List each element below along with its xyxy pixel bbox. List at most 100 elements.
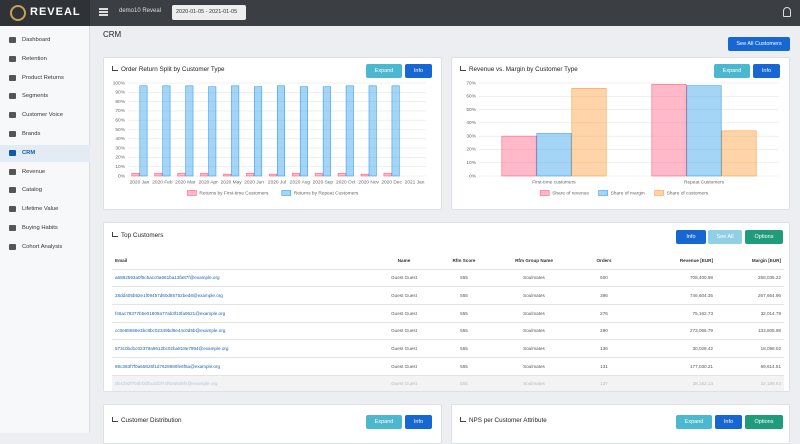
x-tick-label: 2020 Jan (130, 179, 150, 185)
bar (277, 85, 286, 177)
table-cell[interactable]: a6882593a0f5c5acc0a661ba13fa87f@example.… (112, 269, 374, 288)
sidebar-label: Dashboard (22, 37, 51, 43)
info-button[interactable]: Info (753, 64, 780, 78)
y-tick-label: 30% (466, 133, 476, 139)
see-all-button[interactable]: See All (708, 230, 742, 244)
table-cell: 746,604.35 (634, 286, 716, 305)
info-button[interactable]: Info (715, 415, 742, 429)
sidebar-label: Lifetime Value (22, 206, 59, 213)
revenue-margin-card: Revenue vs. Margin by Customer Type Expa… (451, 57, 790, 210)
table-cell: 555 (434, 357, 494, 376)
table-row[interactable]: a6882593a0f5c5acc0a661ba13fa87f@example.… (112, 269, 784, 288)
menu-toggle[interactable] (99, 8, 108, 16)
table-cell: 555 (434, 375, 494, 391)
logo[interactable]: REVEAL (0, 0, 90, 26)
y-tick-label: 60% (466, 94, 476, 100)
bar (322, 86, 331, 177)
legend-label: Share of revenue (552, 190, 589, 196)
sidebar-label: Retention (22, 55, 47, 62)
user-icon[interactable] (783, 7, 791, 17)
sidebar-item[interactable]: Catalog (0, 182, 90, 199)
y-tick-label: 0% (118, 173, 126, 179)
date-range[interactable]: 2020-01-05 - 2021-01-05 (172, 5, 246, 20)
x-tick-label: 2020 Sep (313, 179, 334, 185)
table-cell[interactable]: 28dd405b52e1f09457d60d85752bed8@example.… (112, 286, 374, 305)
x-tick-label: 2020 Mar (175, 179, 196, 185)
expand-button[interactable]: Expand (366, 64, 402, 78)
bar (231, 85, 240, 177)
y-tick-label: 20% (466, 147, 476, 153)
table-row[interactable]: 28dd405b52e1f09457d60d85752bed8@example.… (112, 286, 784, 305)
expand-button[interactable]: Expand (714, 64, 750, 78)
info-button[interactable]: Info (405, 64, 432, 78)
table-row[interactable]: f46ac78377b5e01808a77ab3f10fa9621@exampl… (112, 304, 784, 323)
bar (571, 88, 607, 177)
table-cell: 555 (434, 286, 494, 305)
table-cell: Guest Guest (374, 339, 434, 358)
table-cell: 258,035.22 (716, 269, 784, 288)
sidebar-icon (9, 112, 16, 119)
info-button[interactable]: Info (676, 230, 706, 244)
bar (368, 85, 377, 177)
sidebar-item[interactable]: Customer Voice (0, 107, 90, 124)
bar (501, 135, 537, 177)
y-tick-label: 70% (115, 108, 125, 114)
sidebar-icon (9, 149, 16, 156)
table-cell: 137 (574, 375, 634, 391)
legend-swatch (539, 190, 550, 196)
column-header: Email (112, 253, 374, 270)
legend-swatch (654, 190, 664, 196)
info-button[interactable]: Info (405, 415, 432, 429)
table-cell[interactable]: 573c0bd1c02379a9612bc02ba818e7994@exampl… (112, 339, 374, 358)
card-title-text: Top Customers (121, 232, 164, 239)
sidebar-item[interactable]: Revenue (0, 164, 90, 181)
logo-icon (10, 5, 26, 21)
sidebar-item[interactable]: Buying Habits (0, 220, 90, 237)
options-button[interactable]: Options (745, 415, 783, 429)
table-cell[interactable]: 0b4292f7b0bf33bcd1bf72f60a9d9f4@example.… (112, 375, 374, 391)
sidebar-item[interactable]: CRM (0, 144, 90, 162)
expand-button[interactable]: Expand (366, 415, 402, 429)
table-cell: 290 (574, 322, 634, 341)
table-row[interactable]: cc0e68558e3bc8bc02349bd6e44c0d5b@example… (112, 322, 784, 341)
table-cell: 396 (574, 286, 634, 305)
sidebar-item[interactable]: Lifetime Value (0, 201, 90, 218)
table-cell: Soulmates (494, 286, 574, 305)
expand-button[interactable]: Expand (676, 415, 712, 429)
table-cell: Soulmates (494, 304, 574, 323)
column-header: Name (374, 253, 434, 270)
x-tick-label: 2020 Jul (268, 179, 286, 185)
chart: 0% 10% 20% 30% 40% 50% 60% 70% 80% 90% 100% 2020 Ja… (113, 80, 426, 196)
table-cell: 708,400.98 (634, 269, 716, 288)
table-row[interactable]: 573c0bd1c02379a9612bc02ba818e7994@exampl… (112, 339, 784, 358)
table-cell[interactable]: 89c383f7f0a55826f1d7628980fe6f5a@example… (112, 357, 374, 376)
account-select[interactable]: demo10 Reveal (119, 8, 162, 14)
sidebar-icon (9, 93, 16, 100)
table-cell[interactable]: cc0e68558e3bc8bc02349bd6e44c0d5b@example… (112, 322, 374, 341)
sidebar-item[interactable]: Cohort Analysis (0, 239, 90, 256)
y-tick-label: 50% (115, 127, 125, 133)
table-cell: Soulmates (494, 339, 574, 358)
x-tick-label: 2020 Dec (381, 179, 402, 185)
table-cell: 131 (574, 357, 634, 376)
sidebar-item[interactable]: Segments (0, 88, 90, 105)
sidebar-item[interactable]: Brands (0, 126, 90, 143)
bar (383, 172, 392, 177)
table-cell: 69,614.51 (716, 357, 784, 376)
options-button[interactable]: Options (745, 230, 783, 244)
x-tick-label: 2020 Apr (199, 179, 219, 185)
table-cell: 32,014.79 (716, 304, 784, 323)
sidebar-item[interactable]: Retention (0, 51, 90, 68)
sidebar-item[interactable]: Dashboard (0, 32, 90, 49)
sidebar-label: Cohort Analysis (22, 243, 63, 250)
table-row[interactable]: 89c383f7f0a55826f1d7628980fe6f5a@example… (112, 357, 784, 376)
table-cell: 273,066.79 (634, 322, 716, 341)
x-tick-label: 2021 Jan (405, 179, 425, 185)
table-cell: 267,664.96 (716, 286, 784, 305)
bar (139, 85, 148, 177)
table-row[interactable]: 0b4292f7b0bf33bcd1bf72f60a9d9f4@example.… (112, 375, 784, 391)
sidebar-item[interactable]: Product Returns (0, 70, 90, 87)
chart: 0% 10% 20% 30% 40% 50% 60% 70% First-time custom… (466, 80, 779, 196)
see-all-customers-button[interactable]: See All Customers (728, 37, 790, 51)
table-cell[interactable]: f46ac78377b5e01808a77ab3f10fa9621@exampl… (112, 304, 374, 323)
